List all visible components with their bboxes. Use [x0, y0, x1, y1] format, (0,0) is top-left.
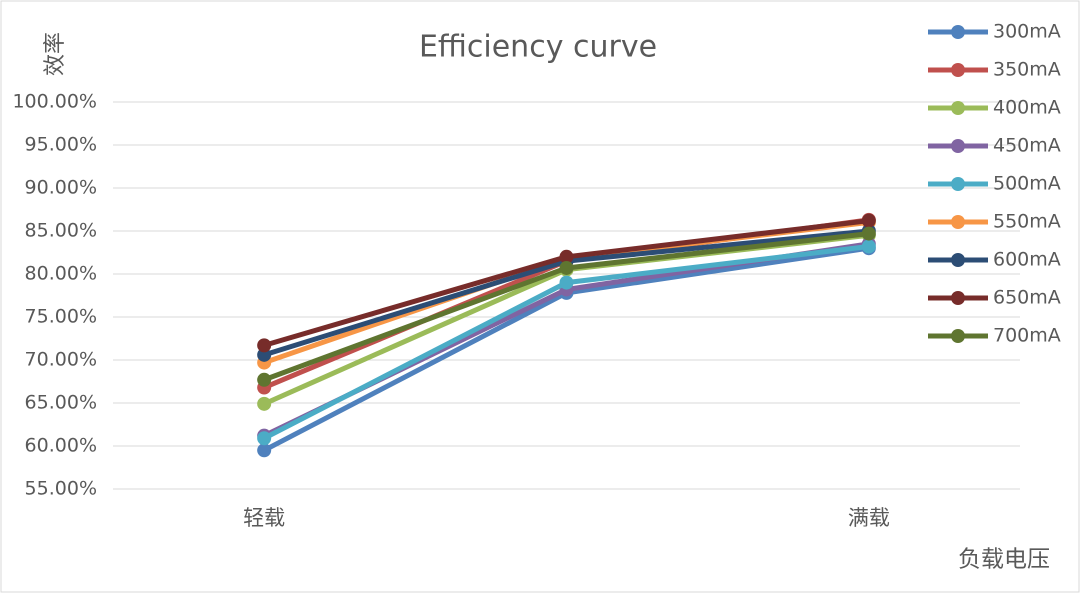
data-point: [559, 260, 574, 275]
legend-label: 300mA: [993, 21, 1061, 43]
data-point: [559, 249, 574, 264]
y-tick-label: 80.00%: [25, 263, 97, 285]
x-tick-label: 满载: [848, 506, 890, 530]
legend-label: 600mA: [993, 249, 1061, 271]
x-axis-title: 负载电压: [958, 547, 1050, 573]
data-point: [861, 239, 876, 254]
legend-marker: [951, 101, 965, 115]
y-tick-label: 85.00%: [25, 220, 97, 242]
data-point: [257, 338, 272, 353]
legend-marker: [951, 139, 965, 153]
legend-marker: [951, 291, 965, 305]
legend-label: 650mA: [993, 287, 1061, 309]
legend-label: 450mA: [993, 135, 1061, 157]
y-axis-title: 效率: [43, 32, 68, 76]
y-tick-label: 90.00%: [25, 177, 97, 199]
legend-marker: [951, 253, 965, 267]
y-tick-label: 55.00%: [25, 478, 97, 500]
legend-marker: [951, 215, 965, 229]
data-point: [257, 396, 272, 411]
data-point: [861, 213, 876, 228]
legend-marker: [951, 177, 965, 191]
y-tick-label: 95.00%: [25, 134, 97, 156]
legend-label: 500mA: [993, 173, 1061, 195]
data-point: [257, 372, 272, 387]
legend-marker: [951, 25, 965, 39]
y-tick-label: 65.00%: [25, 392, 97, 414]
y-tick-label: 75.00%: [25, 306, 97, 328]
legend-marker: [951, 329, 965, 343]
chart-title: Efficiency curve: [419, 30, 657, 65]
data-point: [257, 431, 272, 446]
legend-marker: [951, 63, 965, 77]
y-tick-label: 100.00%: [12, 91, 97, 113]
legend-label: 550mA: [993, 211, 1061, 233]
legend-label: 350mA: [993, 59, 1061, 81]
data-point: [559, 275, 574, 290]
data-point: [861, 226, 876, 241]
legend-label: 700mA: [993, 325, 1061, 347]
x-tick-label: 轻载: [243, 506, 285, 530]
y-tick-label: 70.00%: [25, 349, 97, 371]
y-tick-label: 60.00%: [25, 435, 97, 457]
legend-label: 400mA: [993, 97, 1061, 119]
data-point: [257, 443, 272, 458]
